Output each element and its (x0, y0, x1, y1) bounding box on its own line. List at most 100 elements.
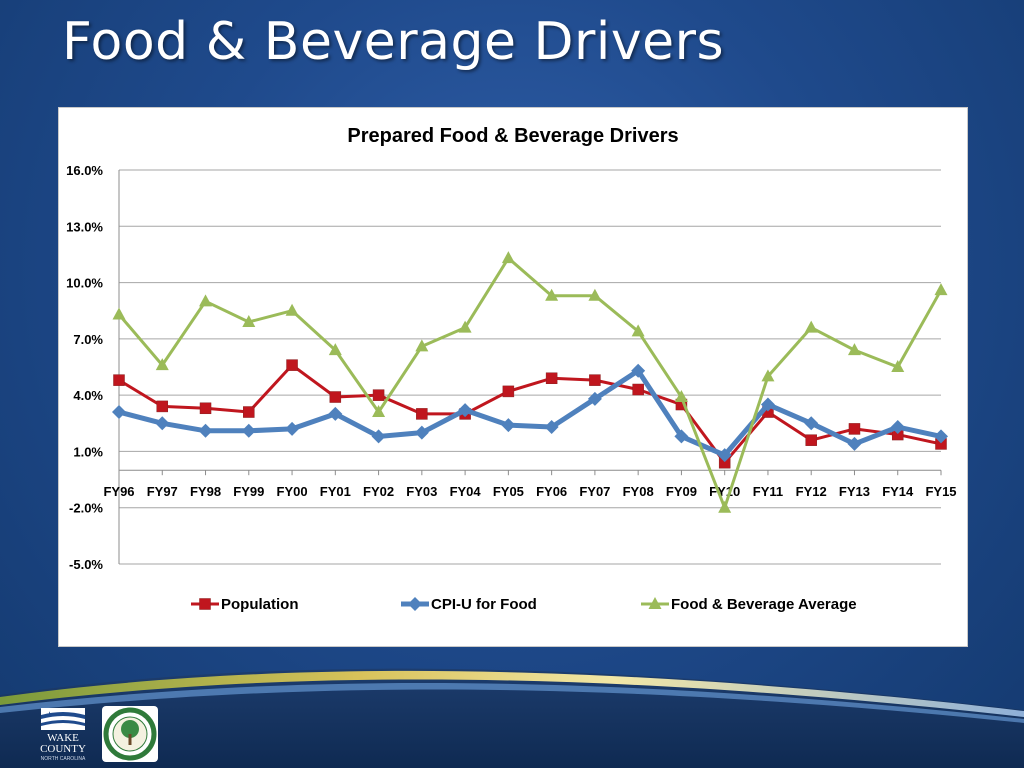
data-point (502, 385, 515, 398)
data-point (372, 405, 386, 418)
data-point (587, 391, 602, 406)
data-point (501, 418, 516, 433)
y-tick-label: 10.0% (66, 276, 103, 291)
data-point (631, 363, 646, 378)
axes: 16.0% 13.0% 10.0% 7.0% 4.0% 1.0% -2.0% -5.0% FY9… (66, 163, 956, 572)
x-tick-label: FY14 (882, 484, 914, 499)
data-point (458, 320, 472, 333)
data-series (112, 251, 948, 513)
data-point (416, 408, 428, 420)
line-chart: Prepared Food & Beverage Drivers 16.0% 13… (66, 125, 956, 613)
wake-county-logo: ★ WAKE COUNTY NORTH CAROLINA (38, 705, 88, 763)
chart-panel: Prepared Food & Beverage Drivers 16.0% 13… (58, 107, 968, 647)
data-point (632, 383, 644, 396)
x-tick-label: FY08 (623, 484, 654, 499)
chart-title: Prepared Food & Beverage Drivers (347, 125, 678, 147)
county-name: WAKE COUNTY (38, 733, 88, 755)
legend-item: Food & Beverage Average (641, 596, 857, 613)
x-tick-label: FY06 (536, 484, 567, 499)
x-tick-label: FY11 (753, 484, 783, 499)
data-point (112, 307, 126, 320)
data-point (458, 403, 473, 418)
data-point (113, 374, 125, 386)
data-point (241, 423, 256, 438)
county-name-line2: COUNTY (40, 743, 86, 755)
data-point (155, 416, 170, 431)
data-point (371, 429, 386, 444)
y-tick-label: -2.0% (69, 501, 103, 516)
x-tick-label: FY07 (579, 484, 610, 499)
data-point (847, 436, 862, 451)
legend-item: Population (191, 596, 299, 613)
x-tick-label: FY00 (277, 484, 308, 499)
x-tick-label: FY03 (406, 484, 437, 499)
footer-wave (0, 668, 1024, 768)
data-point (847, 343, 861, 356)
county-tagline: NORTH CAROLINA (40, 756, 86, 762)
legend-label: Population (221, 596, 299, 613)
data-point (243, 406, 255, 418)
x-tick-label: FY10 (709, 484, 740, 499)
x-tick-label: FY97 (147, 484, 178, 499)
data-point (674, 390, 688, 403)
series-food-beverage-average (112, 251, 948, 513)
x-tick-label: FY98 (190, 484, 221, 499)
data-point (328, 343, 342, 356)
y-tick-label: -5.0% (69, 557, 103, 572)
data-point (934, 283, 948, 296)
data-point (891, 360, 905, 372)
legend-label: CPI-U for Food (431, 596, 537, 613)
series-population (113, 359, 947, 469)
data-point (328, 406, 343, 421)
data-point (199, 294, 213, 307)
data-point (545, 288, 559, 301)
x-tick-label: FY09 (666, 484, 697, 499)
data-point (718, 500, 732, 513)
seal-logo (102, 706, 158, 762)
county-name-line1: WAKE (47, 732, 79, 744)
data-point (717, 448, 732, 463)
data-point (544, 420, 559, 435)
data-point (761, 369, 775, 382)
data-point (156, 400, 169, 413)
x-tick-label: FY12 (796, 484, 827, 499)
data-point (414, 425, 429, 440)
x-tick-label: FY15 (925, 484, 956, 499)
data-point (501, 251, 515, 264)
series-cpi-u-for-food (112, 363, 948, 463)
gridlines (119, 169, 941, 565)
data-point (848, 423, 861, 435)
data-point (155, 358, 169, 371)
series-line (117, 256, 943, 510)
data-point (589, 374, 601, 386)
data-point (242, 314, 256, 327)
data-point (674, 429, 689, 444)
data-point (286, 359, 298, 371)
flag-icon: ★ (41, 708, 85, 730)
y-tick-label: 1.0% (73, 444, 103, 459)
y-tick-label: 16.0% (66, 163, 103, 178)
data-point (631, 324, 645, 337)
data-point (112, 405, 126, 420)
svg-text:★: ★ (46, 710, 53, 719)
x-tick-label: FY01 (320, 484, 351, 499)
data-point (760, 397, 775, 412)
data-point (198, 423, 213, 438)
x-tick-label: FY99 (233, 484, 264, 499)
legend-swatch-marker (199, 598, 211, 610)
oak-tree-seal-icon (103, 707, 157, 761)
data-point (415, 339, 429, 352)
x-tick-label: FY05 (493, 484, 524, 499)
data-point (805, 434, 817, 446)
legend: Population CPI-U for Food Food & Beverage … (191, 596, 857, 613)
data-point (804, 416, 819, 431)
series-line (118, 368, 942, 458)
data-point (285, 421, 300, 436)
series-line (118, 363, 942, 465)
data-point (934, 429, 948, 444)
y-tick-label: 7.0% (73, 332, 103, 347)
legend-swatch-marker (648, 597, 662, 609)
data-point (285, 303, 299, 316)
x-tick-label: FY04 (450, 484, 482, 499)
legend-item: CPI-U for Food (401, 596, 537, 613)
